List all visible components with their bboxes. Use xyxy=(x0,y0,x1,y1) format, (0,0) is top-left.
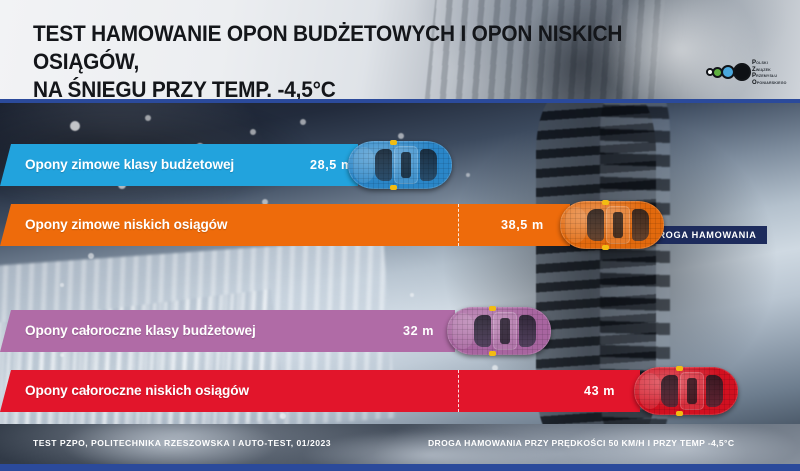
logo-dot-black xyxy=(733,63,751,81)
car-hood xyxy=(565,207,587,243)
car-hood xyxy=(452,313,474,349)
bar-row: Opony całoroczne niskich osiągów 43 m xyxy=(0,366,800,416)
logo-wordmark: POLSKI ZWIĄZEK PRZEMYSŁU OPONIARSKIEGO xyxy=(752,60,794,86)
bar-label: Opony całoroczne niskich osiągów xyxy=(25,383,249,399)
bar-row: Opony zimowe klasy budżetowej 28,5 m xyxy=(0,140,800,190)
snow-scene: DROGA HAMOWANIA Opony zimowe klasy budże… xyxy=(0,99,800,424)
bar-row: Opony całoroczne klasy budżetowej 32 m xyxy=(0,306,800,356)
bar-label: Opony całoroczne klasy budżetowej xyxy=(25,323,256,339)
page-title: TEST HAMOWANIE OPON BUDŻETOWYCH I OPON N… xyxy=(33,21,623,99)
bar-1: Opony zimowe klasy budżetowej xyxy=(0,144,358,186)
snowflake xyxy=(410,293,414,297)
car-rear-window xyxy=(420,149,437,181)
pzpo-logo: POLSKI ZWIĄZEK PRZEMYSŁU OPONIARSKIEGO xyxy=(706,60,792,90)
car-texture xyxy=(447,307,551,355)
car-rear-window xyxy=(706,375,723,407)
snowflake xyxy=(280,413,286,419)
car-rear-window xyxy=(632,209,649,241)
snowflake xyxy=(70,121,80,131)
bar-label: Opony zimowe niskich osiągów xyxy=(25,217,228,233)
bar-value-label: 28,5 m xyxy=(310,158,353,172)
bar-2: Opony zimowe niskich osiągów xyxy=(0,204,570,246)
car-mirror-bottom xyxy=(676,411,683,416)
car-mirror-top xyxy=(390,140,397,145)
reference-dashed-line xyxy=(458,204,459,246)
car-texture xyxy=(560,201,664,249)
car-windshield xyxy=(474,315,491,347)
car-sunroof xyxy=(500,318,510,344)
status-badge: DROGA HAMOWANIA xyxy=(640,226,767,244)
car-sunroof xyxy=(401,152,411,178)
snowflake xyxy=(60,353,64,357)
snowflake xyxy=(88,253,94,259)
snowflake xyxy=(492,365,498,371)
logo-line-4: OPONIARSKIEGO xyxy=(752,79,787,86)
car-texture xyxy=(634,367,738,415)
footer-cloud-1 xyxy=(60,424,280,471)
car-sunroof xyxy=(687,378,697,404)
footer-conditions-text: DROGA HAMOWANIA PRZY PRĘDKOŚCI 50 KM/H I… xyxy=(428,438,735,448)
bar-value-label: 38,5 m xyxy=(501,218,544,232)
snowflake xyxy=(250,129,256,135)
snowflake xyxy=(262,199,268,205)
snowflake xyxy=(398,133,404,139)
car-icon xyxy=(447,306,551,356)
logo-line-2: ZWIĄZEK xyxy=(752,66,771,73)
snowflake xyxy=(466,173,470,177)
car-mirror-bottom xyxy=(602,245,609,250)
car-mirror-top xyxy=(489,306,496,311)
bar-4: Opony całoroczne niskich osiągów xyxy=(0,370,640,412)
car-mirror-bottom xyxy=(489,351,496,356)
car-mirror-bottom xyxy=(390,185,397,190)
car-mirror-top xyxy=(676,366,683,371)
car-hood xyxy=(639,373,661,409)
car-rear-window xyxy=(519,315,536,347)
car-windshield xyxy=(661,375,678,407)
snowflake xyxy=(300,119,306,125)
bar-row: Opony zimowe niskich osiągów 38,5 m xyxy=(0,200,800,250)
logo-line-3: PRZEMYSŁU xyxy=(752,73,778,80)
car-icon xyxy=(348,140,452,190)
car-mirror-top xyxy=(602,200,609,205)
bottom-accent-bar xyxy=(0,464,800,471)
car-texture xyxy=(348,141,452,189)
logo-dots-icon xyxy=(706,63,751,81)
car-hood xyxy=(353,147,375,183)
reference-dashed-line xyxy=(458,370,459,412)
car-windshield xyxy=(375,149,392,181)
footer-cloud-3 xyxy=(560,424,800,471)
car-windshield xyxy=(587,209,604,241)
bar-label: Opony zimowe klasy budżetowej xyxy=(25,157,235,173)
bar-3: Opony całoroczne klasy budżetowej xyxy=(0,310,455,352)
logo-line-1: POLSKI xyxy=(752,60,768,66)
snowflake xyxy=(145,115,151,121)
car-sunroof xyxy=(613,212,623,238)
snowflake xyxy=(60,283,64,287)
car-icon xyxy=(560,200,664,250)
header-glow xyxy=(600,0,760,99)
car-icon xyxy=(634,366,738,416)
bar-value-label: 32 m xyxy=(403,324,435,338)
footer-source-text: TEST PZPO, POLITECHNIKA RZESZOWSKA I AUT… xyxy=(33,438,332,448)
header-banner: TEST HAMOWANIE OPON BUDŻETOWYCH I OPON N… xyxy=(0,0,800,99)
bar-value-label: 43 m xyxy=(584,384,616,398)
